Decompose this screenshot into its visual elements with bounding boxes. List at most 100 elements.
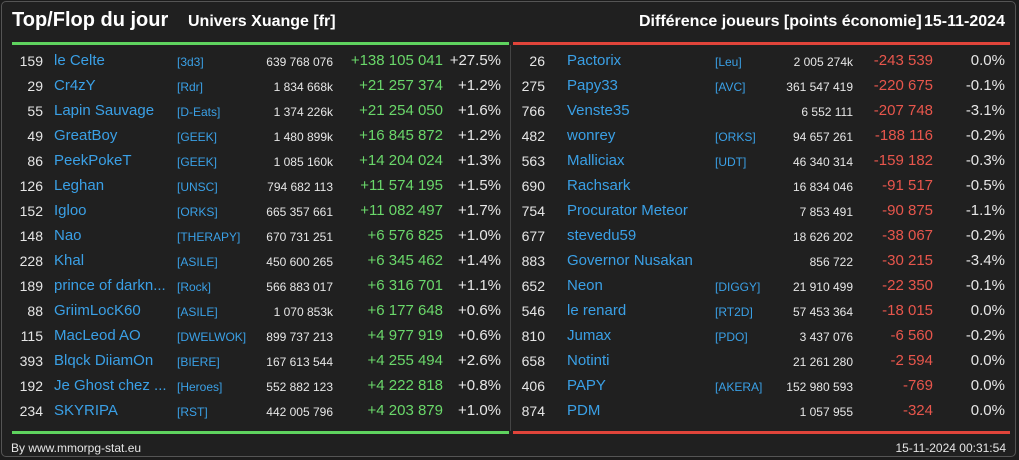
points-value: 670 731 251 (266, 230, 333, 244)
percent-value: 0.0% (970, 377, 1005, 394)
alliance-tag-link[interactable]: [3d3] (177, 55, 204, 69)
top-row: 393 Blqck DiiamOn [BIERE] 167 613 544 +4 255… (11, 350, 509, 375)
player-name-link[interactable]: Pactorix (567, 52, 622, 69)
delta-value: +4 977 919 (367, 327, 444, 344)
player-name-link[interactable]: Blqck DiiamOn (54, 352, 154, 369)
alliance-tag-link[interactable]: [AKERA] (715, 380, 763, 394)
percent-value: -0.3% (965, 152, 1005, 169)
player-name-link[interactable]: Lapin Sauvage (54, 102, 155, 119)
alliance-tag-link[interactable]: [DWELWOK] (177, 330, 247, 344)
alliance-tag-link[interactable]: [UDT] (715, 155, 747, 169)
alliance-tag-link[interactable]: [Rock] (177, 280, 212, 294)
player-name-link[interactable]: MacLeod AO (54, 327, 141, 344)
alliance-tag-link[interactable]: [AVC] (715, 80, 746, 94)
alliance-tag-link[interactable]: [BIERE] (177, 355, 220, 369)
player-name-link[interactable]: wonrey (567, 127, 616, 144)
player-name-link[interactable]: Malliciax (567, 152, 625, 169)
points-value: 46 340 314 (792, 155, 853, 169)
alliance-tag-link[interactable]: [Heroes] (177, 380, 223, 394)
universe-label: Univers Xuange [fr] (188, 13, 336, 30)
player-name-link[interactable]: PDM (567, 402, 601, 419)
delta-value: +11 574 195 (360, 177, 443, 194)
alliance-tag-link[interactable]: [DIGGY] (715, 280, 761, 294)
alliance-tag-link[interactable]: [ASILE] (177, 255, 218, 269)
alliance-tag-link[interactable]: [Leu] (715, 55, 742, 69)
credit-link[interactable]: By www.mmorpg-stat.eu (11, 441, 142, 455)
delta-value: -38 067 (882, 227, 933, 244)
rank: 275 (521, 78, 545, 94)
rank: 26 (529, 53, 545, 69)
delta-value: -220 675 (873, 77, 933, 94)
player-name-link[interactable]: Je Ghost chez ... (54, 377, 167, 394)
alliance-tag-link[interactable]: [THERAPY] (177, 230, 241, 244)
points-value: 450 600 265 (266, 255, 333, 269)
player-name-link[interactable]: le renard (567, 302, 627, 319)
player-name-link[interactable]: SKYRIPA (54, 402, 118, 419)
percent-value: +1.0% (458, 402, 501, 419)
player-name-link[interactable]: stevedu59 (567, 227, 637, 244)
alliance-tag-link[interactable]: [D-Eats] (177, 105, 221, 119)
top-row: 29 Cr4zY [Rdr] 1 834 668k +21 257 374 +1.2% (11, 75, 509, 100)
flop-row: 883 Governor Nusakan 856 722 -30 215 -3.4% (513, 250, 1011, 275)
delta-value: -6 560 (890, 327, 933, 344)
delta-value: -243 539 (873, 52, 933, 69)
player-name-link[interactable]: Notinti (567, 352, 610, 369)
delta-value: -90 875 (882, 202, 933, 219)
player-name-link[interactable]: Neon (567, 277, 603, 294)
percent-value: +27.5% (449, 52, 501, 69)
delta-value: +11 082 497 (360, 202, 443, 219)
player-name-link[interactable]: GreatBoy (54, 127, 118, 144)
rank: 883 (521, 253, 545, 269)
flop-row: 652 Neon [DIGGY] 21 910 499 -22 350 -0.1% (513, 275, 1011, 300)
player-name-link[interactable]: Jumax (567, 327, 612, 344)
points-value: 639 768 076 (266, 55, 333, 69)
player-name-link[interactable]: Igloo (54, 202, 87, 219)
player-name-link[interactable]: GriimLocK60 (54, 302, 141, 319)
alliance-tag-link[interactable]: [PDO] (715, 330, 748, 344)
player-name-link[interactable]: Leghan (54, 177, 105, 194)
percent-value: +1.7% (458, 202, 501, 219)
rank: 406 (521, 378, 545, 394)
percent-value: +0.6% (458, 302, 501, 319)
points-value: 552 882 123 (266, 380, 333, 394)
top-row: 152 Igloo [ORKS] 665 357 661 +11 082 497 +1.7… (11, 200, 509, 225)
player-name-link[interactable]: prince of darkn... (54, 277, 166, 294)
alliance-tag-link[interactable]: [ORKS] (715, 130, 756, 144)
player-name-link[interactable]: Governor Nusakan (567, 252, 693, 269)
player-name-link[interactable]: Nao (54, 227, 82, 244)
alliance-tag-link[interactable]: [GEEK] (177, 130, 218, 144)
delta-value: +14 204 024 (359, 152, 443, 169)
flop-row: 690 Rachsark 16 834 046 -91 517 -0.5% (513, 175, 1011, 200)
player-name-link[interactable]: Rachsark (567, 177, 631, 194)
alliance-tag-link[interactable]: [RST] (177, 405, 208, 419)
points-value: 57 453 364 (792, 305, 853, 319)
top-row: 192 Je Ghost chez ... [Heroes] 552 882 123 +… (11, 375, 509, 400)
rank: 192 (19, 378, 43, 394)
alliance-tag-link[interactable]: [ORKS] (177, 205, 218, 219)
alliance-tag-link[interactable]: [UNSC] (177, 180, 218, 194)
rank: 658 (521, 353, 545, 369)
alliance-tag-link[interactable]: [ASILE] (177, 305, 218, 319)
delta-value: -207 748 (873, 102, 933, 119)
percent-value: +1.6% (458, 102, 501, 119)
player-name-link[interactable]: PeekPokeT (54, 152, 132, 169)
player-name-link[interactable]: Khal (54, 252, 85, 269)
flop-row: 677 stevedu59 18 626 202 -38 067 -0.2% (513, 225, 1011, 250)
points-value: 361 547 419 (786, 80, 853, 94)
alliance-tag-link[interactable]: [Rdr] (177, 80, 204, 94)
rank: 126 (19, 178, 43, 194)
player-name-link[interactable]: le Celte (54, 52, 105, 69)
player-name-link[interactable]: PAPY (567, 377, 606, 394)
rank: 766 (521, 103, 545, 119)
points-value: 21 261 280 (792, 355, 853, 369)
player-name-link[interactable]: Papy33 (567, 77, 618, 94)
player-name-link[interactable]: Procurator Meteor (567, 202, 688, 219)
rank: 189 (19, 278, 43, 294)
delta-value: -324 (902, 402, 933, 419)
alliance-tag-link[interactable]: [GEEK] (177, 155, 218, 169)
alliance-tag-link[interactable]: [RT2D] (715, 305, 753, 319)
player-name-link[interactable]: Venste35 (567, 102, 630, 119)
player-name-link[interactable]: Cr4zY (54, 77, 96, 94)
delta-value: +138 105 041 (350, 52, 443, 69)
points-value: 442 005 796 (266, 405, 333, 419)
